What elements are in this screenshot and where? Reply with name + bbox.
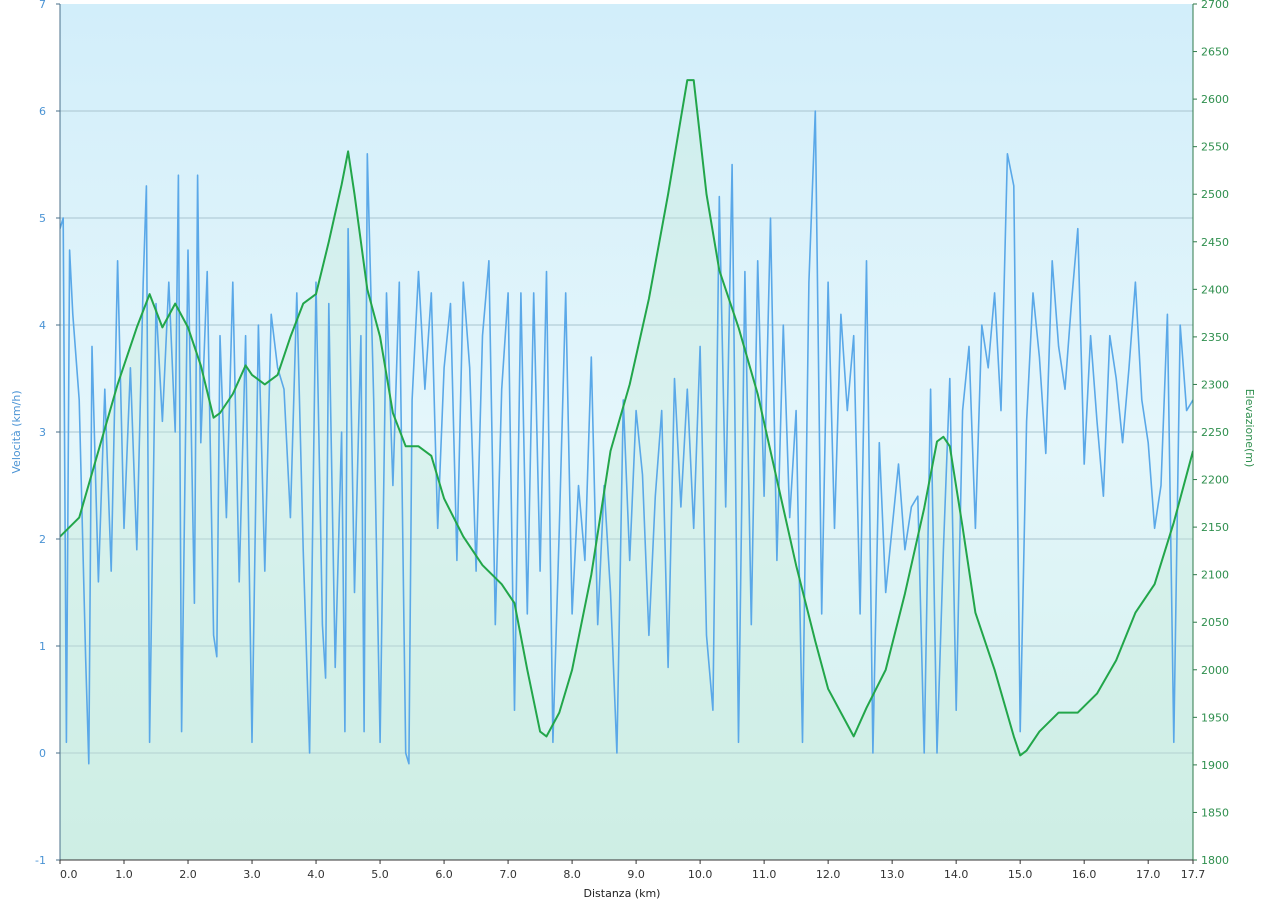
x-tick-label: 9.0	[627, 868, 645, 881]
y-right-tick-label: 2650	[1201, 46, 1229, 59]
y-right-axis-label: Elevazione(m)	[1243, 389, 1256, 468]
x-tick-label: 4.0	[307, 868, 325, 881]
y-right-tick-label: 2600	[1201, 93, 1229, 106]
x-tick-label: 12.0	[816, 868, 841, 881]
y-right-tick-label: 1950	[1201, 711, 1229, 724]
y-right-tick-label: 2500	[1201, 188, 1229, 201]
x-tick-label: 13.0	[880, 868, 905, 881]
y-right-tick-label: 1900	[1201, 759, 1229, 772]
y-right-tick-label: 2550	[1201, 141, 1229, 154]
y-right-tick-label: 2400	[1201, 283, 1229, 296]
y-left-tick-label: 6	[39, 105, 46, 118]
x-tick-label: 7.0	[499, 868, 517, 881]
y-right-tick-label: 1800	[1201, 854, 1229, 867]
y-left-tick-label: 4	[39, 319, 46, 332]
x-tick-label: 8.0	[563, 868, 581, 881]
y-right-tick-label: 2350	[1201, 331, 1229, 344]
x-tick-label: 17.0	[1136, 868, 1161, 881]
y-right-tick-label: 2100	[1201, 569, 1229, 582]
y-right-tick-label: 2000	[1201, 664, 1229, 677]
speed-series-line	[60, 110, 1193, 765]
x-tick-label: 10.0	[688, 868, 713, 881]
x-tick-label: 11.0	[752, 868, 777, 881]
y-right-tick-label: 2450	[1201, 236, 1229, 249]
x-tick-label: 14.0	[944, 868, 969, 881]
x-tick-label: 3.0	[243, 868, 261, 881]
y-left-tick-label: -1	[35, 854, 46, 867]
y-right-tick-label: 2300	[1201, 378, 1229, 391]
elevation-series-line	[60, 79, 1193, 757]
x-tick-label: 5.0	[371, 868, 389, 881]
y-left-tick-label: 3	[39, 426, 46, 439]
x-tick-label: 2.0	[179, 868, 197, 881]
x-tick-label: 0.0	[60, 868, 78, 881]
y-left-tick-label: 5	[39, 212, 46, 225]
y-right-tick-label: 2150	[1201, 521, 1229, 534]
x-tick-label: 1.0	[115, 868, 133, 881]
y-left-tick-label: 0	[39, 747, 46, 760]
y-right-tick-label: 2050	[1201, 616, 1229, 629]
y-left-tick-label: 7	[39, 0, 46, 11]
y-right-tick-label: 2200	[1201, 474, 1229, 487]
x-axis-label: Distanza (km)	[584, 887, 661, 900]
x-tick-label: 6.0	[435, 868, 453, 881]
y-left-tick-label: 2	[39, 533, 46, 546]
y-right-tick-label: 2250	[1201, 426, 1229, 439]
y-right-tick-label: 2700	[1201, 0, 1229, 11]
x-tick-label: 16.0	[1072, 868, 1097, 881]
y-right-tick-label: 1850	[1201, 806, 1229, 819]
x-tick-label: 17.7	[1181, 868, 1206, 881]
x-tick-label: 15.0	[1008, 868, 1033, 881]
y-left-axis-label: Velocità (km/h)	[10, 390, 23, 473]
y-left-tick-label: 1	[39, 640, 46, 653]
